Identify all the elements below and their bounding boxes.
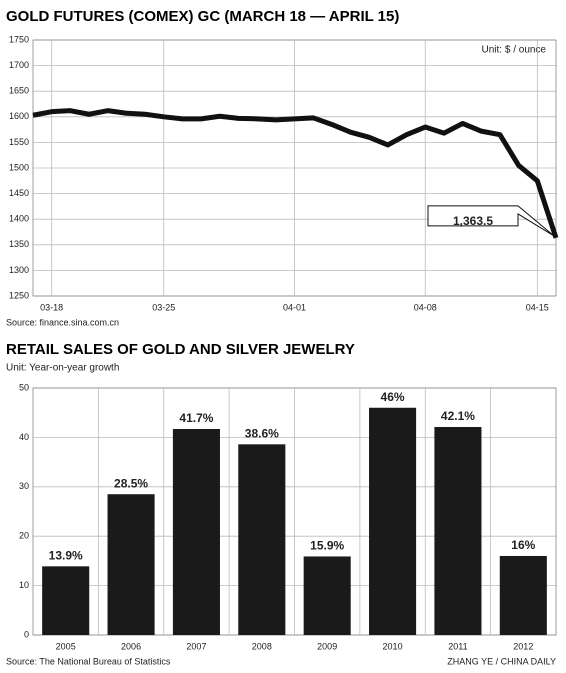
source: Source: The National Bureau of Statistic… [6, 656, 171, 666]
x-tick-label: 2012 [513, 641, 533, 651]
value-label: 46% [381, 390, 405, 404]
callout [427, 205, 555, 237]
value-label: 16% [511, 538, 535, 552]
subtitle: Unit: Year-on-year growth [6, 363, 119, 374]
value-label: 15.9% [310, 539, 344, 553]
y-tick-label: 1400 [9, 214, 29, 224]
y-tick-label: 20 [19, 531, 29, 541]
x-tick-label: 04-08 [414, 302, 437, 312]
y-tick-label: 0 [24, 629, 29, 639]
x-tick-label: 2011 [448, 641, 467, 651]
x-tick-label: 04-15 [526, 302, 549, 312]
bar [107, 494, 155, 635]
y-tick-label: 1700 [9, 60, 29, 70]
y-tick-label: 1500 [9, 162, 29, 172]
unit-label: Unit: $ / ounce [482, 45, 547, 56]
y-tick-label: 1350 [9, 239, 29, 249]
chart-title: GOLD FUTURES (COMEX) GC (MARCH 18 — APRI… [6, 8, 399, 25]
x-tick-label: 2009 [317, 641, 337, 651]
x-tick-label: 2008 [252, 641, 272, 651]
bar [434, 427, 482, 635]
x-tick-label: 03-25 [152, 302, 175, 312]
y-tick-label: 1550 [9, 137, 29, 147]
value-label: 41.7% [179, 411, 213, 425]
y-tick-label: 50 [19, 382, 29, 392]
bar [42, 566, 90, 635]
price-line [32, 108, 559, 239]
value-label: 13.9% [49, 549, 83, 563]
source: Source: finance.sina.com.cn [6, 317, 119, 327]
bar [499, 555, 547, 635]
y-tick-label: 10 [19, 580, 29, 590]
y-tick-label: 1750 [9, 34, 29, 44]
bar [238, 444, 286, 635]
x-tick-label: 03-18 [40, 302, 63, 312]
value-label: 1,363.5 [453, 214, 493, 228]
chart-title: RETAIL SALES OF GOLD AND SILVER JEWELRY [6, 341, 355, 358]
value-label: 28.5% [114, 476, 148, 490]
y-tick-label: 30 [19, 481, 29, 491]
y-tick-label: 40 [19, 432, 29, 442]
y-tick-label: 1250 [9, 290, 29, 300]
value-label: 42.1% [441, 409, 475, 423]
x-tick-label: 2005 [56, 641, 76, 651]
x-tick-label: 2010 [383, 641, 403, 651]
y-tick-label: 1450 [9, 188, 29, 198]
y-tick-label: 1600 [9, 111, 29, 121]
y-tick-label: 1650 [9, 86, 29, 96]
credit: ZHANG YE / CHINA DAILY [447, 656, 556, 666]
bar [172, 429, 220, 635]
x-tick-label: 04-01 [283, 302, 306, 312]
value-label: 38.6% [245, 426, 279, 440]
bar [303, 556, 351, 635]
x-tick-label: 2007 [186, 641, 206, 651]
y-tick-label: 1300 [9, 265, 29, 275]
bar [369, 407, 417, 635]
x-tick-label: 2006 [121, 641, 141, 651]
